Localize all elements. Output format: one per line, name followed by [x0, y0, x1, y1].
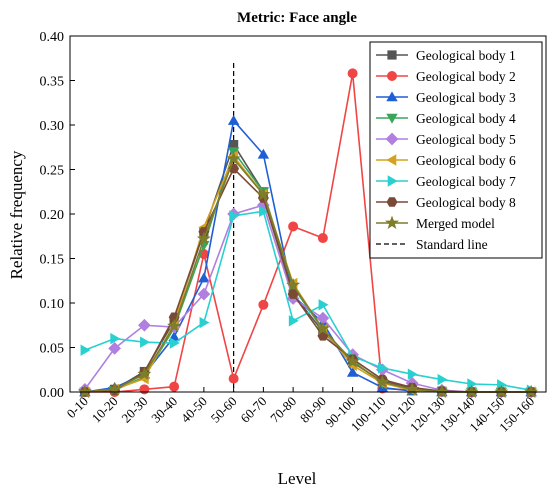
y-tick-label: 0.05: [40, 342, 65, 357]
legend-entry: Geological body 6: [376, 153, 516, 168]
legend-label: Geological body 1: [416, 48, 516, 63]
legend-entry: Geological body 4: [376, 111, 516, 126]
legend-marker: [386, 154, 397, 166]
data-point: [229, 210, 240, 222]
y-axis-label: Relative frequency: [7, 150, 26, 279]
data-point: [196, 231, 211, 245]
legend-entry: Geological body 7: [376, 174, 516, 189]
data-point: [318, 299, 329, 311]
legend-label: Geological body 8: [416, 195, 516, 210]
y-tick-label: 0.00: [40, 386, 65, 401]
data-point: [288, 221, 299, 232]
x-tick-label: 20-30: [118, 394, 150, 426]
x-tick-label: 10-20: [89, 394, 121, 426]
y-tick-label: 0.20: [40, 208, 65, 223]
data-point: [108, 342, 121, 355]
data-point: [140, 336, 150, 348]
data-point: [139, 384, 150, 395]
y-tick-label: 0.40: [40, 30, 65, 45]
y-axis: 0.00 0.05 0.10 0.15 0.20 0.25 0.30 0.35 0.40: [40, 30, 75, 401]
legend-label: Geological body 7: [416, 174, 516, 189]
legend-label: Geological body 4: [416, 111, 516, 126]
x-tick-label: 40-50: [178, 394, 210, 426]
legend-marker: [386, 113, 398, 124]
legend-marker: [387, 50, 397, 60]
data-point: [347, 68, 358, 79]
data-point: [524, 384, 539, 398]
data-point: [227, 114, 240, 125]
data-point: [346, 366, 359, 377]
legend-label: Geological body 3: [416, 90, 516, 105]
data-point: [199, 316, 210, 329]
data-point: [317, 233, 328, 244]
data-point: [256, 187, 271, 201]
y-tick-label: 0.15: [40, 253, 65, 268]
x-axis: 0-1010-2020-3030-4040-5050-6060-7070-808…: [64, 387, 537, 435]
legend-entry: Standard line: [376, 237, 488, 252]
data-point: [228, 373, 239, 384]
data-point: [288, 315, 299, 327]
legend-entry: Geological body 2: [376, 69, 516, 84]
data-point: [257, 148, 270, 159]
data-point: [378, 362, 388, 374]
legend-label: Standard line: [416, 237, 488, 252]
data-point: [375, 374, 390, 389]
data-point: [258, 299, 269, 310]
data-point: [494, 384, 509, 398]
legend-entry: Geological body 8: [376, 195, 516, 210]
legend-entry: Geological body 5: [376, 132, 516, 147]
data-point: [197, 287, 211, 301]
y-tick-label: 0.30: [40, 119, 65, 134]
x-tick-label: 60-70: [237, 394, 269, 426]
data-point: [437, 373, 448, 386]
legend-label: Geological body 5: [416, 132, 516, 147]
data-point: [464, 384, 479, 398]
legend-marker: [386, 71, 397, 82]
data-point: [169, 337, 180, 349]
legend-box: [369, 41, 543, 259]
data-point: [434, 384, 449, 398]
data-point: [407, 368, 418, 380]
x-axis-label: Level: [278, 469, 317, 488]
legend-marker: [385, 215, 399, 229]
data-point: [315, 321, 330, 335]
legend-marker: [386, 197, 398, 207]
data-point: [259, 205, 269, 218]
legend-label: Geological body 2: [416, 69, 516, 84]
legend-marker: [386, 91, 398, 102]
plot-frame: [69, 35, 547, 393]
data-point: [77, 384, 92, 398]
data-point: [138, 318, 151, 332]
legend-label: Merged model: [416, 216, 495, 231]
legend-marker: [385, 132, 399, 146]
legend-entry: Merged model: [376, 215, 495, 231]
data-point: [169, 381, 180, 392]
data-point: [226, 151, 241, 165]
x-tick-label: 50-60: [208, 394, 240, 426]
series-line: [84, 210, 532, 392]
data-point: [345, 354, 360, 368]
x-tick-label: 70-80: [267, 394, 299, 426]
data-point: [80, 344, 91, 356]
x-tick-label: 30-40: [148, 394, 180, 426]
data-point: [110, 332, 121, 345]
data-point: [286, 277, 301, 292]
data-point: [167, 318, 182, 333]
y-tick-label: 0.10: [40, 297, 65, 312]
chart-title: Metric: Face angle: [237, 10, 357, 26]
legend: Geological body 1 Geological body 2 Geolog…: [369, 41, 543, 259]
y-tick-label: 0.25: [40, 164, 65, 179]
data-point: [198, 272, 210, 283]
legend-label: Geological body 6: [416, 153, 516, 168]
y-tick-label: 0.35: [40, 75, 65, 90]
x-tick-label: 0-10: [64, 394, 91, 421]
legend-entry: Geological body 3: [376, 90, 516, 105]
data-point: [137, 366, 152, 381]
legend-marker: [387, 175, 398, 187]
legend-entry: Geological body 1: [376, 48, 516, 63]
